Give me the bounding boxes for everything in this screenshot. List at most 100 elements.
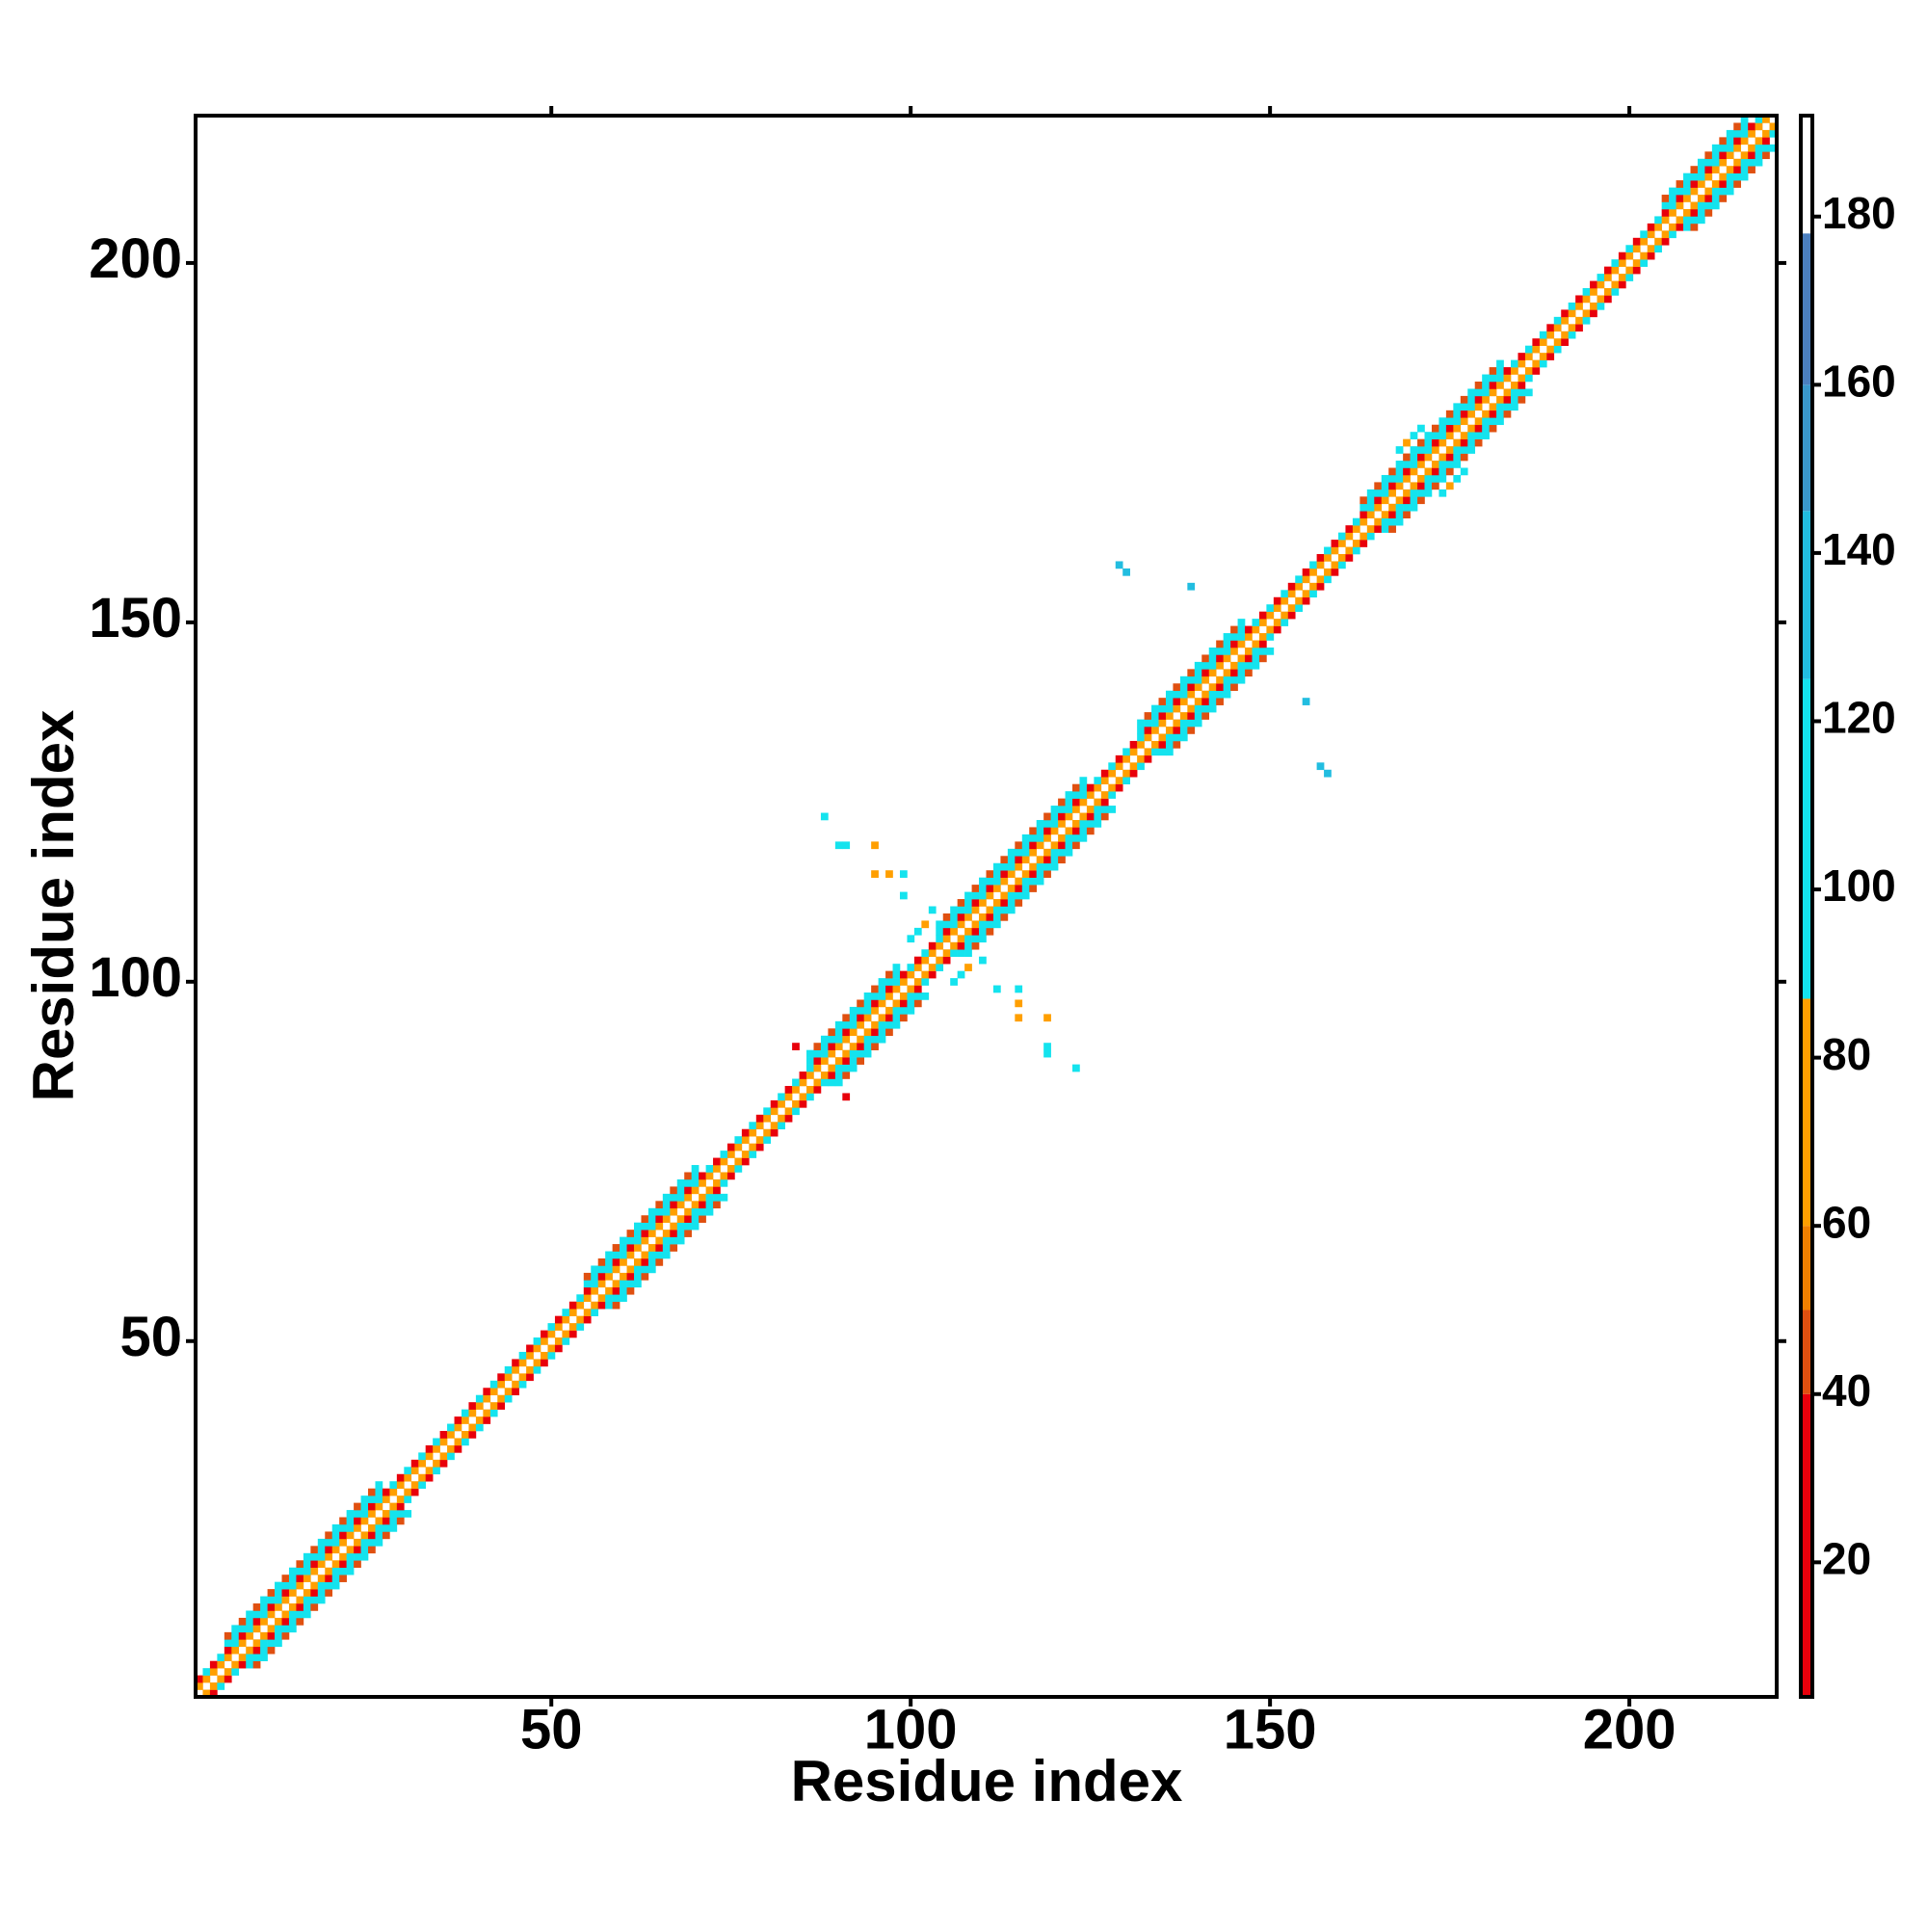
cell [878, 992, 886, 1000]
cell [1503, 388, 1512, 397]
cell [863, 1006, 872, 1015]
cell [699, 1193, 706, 1202]
cell [267, 1639, 276, 1648]
cell [726, 1172, 735, 1180]
cell [1108, 762, 1117, 771]
cell [317, 1581, 326, 1590]
cell [382, 1510, 390, 1518]
cell [303, 1610, 311, 1619]
cell [1474, 395, 1483, 404]
cell [1079, 791, 1088, 799]
cell [1266, 633, 1275, 641]
cell [1129, 769, 1138, 778]
cell [360, 1495, 369, 1503]
cell [1129, 748, 1138, 756]
cell [1640, 259, 1649, 267]
cell [583, 1280, 592, 1288]
cell [813, 1049, 822, 1058]
cell [1359, 511, 1368, 519]
cell [842, 1064, 851, 1072]
cell [691, 1201, 700, 1209]
cell [1000, 870, 1009, 878]
cell [705, 1186, 714, 1195]
cell [1482, 395, 1490, 404]
cell [1740, 129, 1749, 138]
cell [389, 1481, 398, 1489]
cell [576, 1294, 585, 1303]
cell [1201, 712, 1210, 720]
cell [1690, 216, 1699, 225]
cell [1179, 712, 1188, 720]
cell [871, 992, 879, 1000]
cell [820, 1072, 829, 1079]
cell [1015, 841, 1023, 850]
cell [1015, 848, 1023, 857]
cell [238, 1639, 247, 1648]
cell [964, 927, 972, 936]
cell [1273, 625, 1281, 634]
cell [468, 1409, 477, 1417]
cell [568, 1301, 577, 1310]
cell [1460, 410, 1468, 418]
cell [1029, 877, 1038, 886]
cell [871, 1028, 879, 1037]
cell [1539, 353, 1547, 360]
cell [662, 1230, 671, 1237]
cell [699, 1215, 706, 1223]
cell [1561, 331, 1569, 339]
cell [662, 1236, 671, 1245]
cell [1603, 266, 1612, 275]
cell [483, 1388, 491, 1396]
cell [1697, 216, 1705, 225]
cell [1410, 461, 1418, 468]
cell [331, 1523, 340, 1532]
cell [684, 1193, 692, 1202]
cell [504, 1373, 513, 1382]
cell [899, 992, 908, 1000]
cell [971, 920, 980, 929]
cell [447, 1444, 455, 1453]
cell [339, 1538, 347, 1547]
cell [252, 1646, 261, 1654]
cell [1719, 144, 1728, 152]
cell [1403, 496, 1411, 505]
cell [1122, 754, 1130, 763]
cell [734, 1136, 743, 1144]
cell [512, 1365, 519, 1374]
cell [1683, 216, 1691, 225]
cell [209, 1689, 218, 1698]
cell [1381, 482, 1389, 490]
cell [1273, 596, 1281, 605]
cell [1021, 885, 1030, 892]
cell [375, 1481, 383, 1489]
cell [857, 1020, 864, 1029]
cell [1453, 410, 1462, 418]
cell [612, 1286, 620, 1295]
cell [950, 978, 958, 986]
cell [1366, 503, 1375, 512]
cell [1395, 482, 1404, 490]
cell [267, 1603, 276, 1611]
cell [1647, 251, 1655, 260]
cell [1036, 870, 1044, 878]
cell [533, 1344, 541, 1353]
cell [1755, 137, 1763, 146]
cell [684, 1222, 692, 1231]
cell [676, 1236, 685, 1245]
cell [1719, 172, 1728, 181]
cell [1374, 525, 1383, 533]
cell [1000, 899, 1009, 907]
cell [971, 935, 980, 943]
cell [957, 899, 965, 907]
cell [641, 1222, 649, 1231]
cell [1007, 891, 1016, 900]
cell [1007, 862, 1016, 871]
colorbar-tick-label: 80 [1822, 1029, 1871, 1079]
cell [267, 1589, 276, 1597]
cell [899, 870, 908, 878]
cell [433, 1444, 440, 1453]
cell [1287, 590, 1296, 598]
cell [281, 1581, 290, 1590]
cell [1417, 474, 1425, 483]
cell [979, 913, 987, 921]
